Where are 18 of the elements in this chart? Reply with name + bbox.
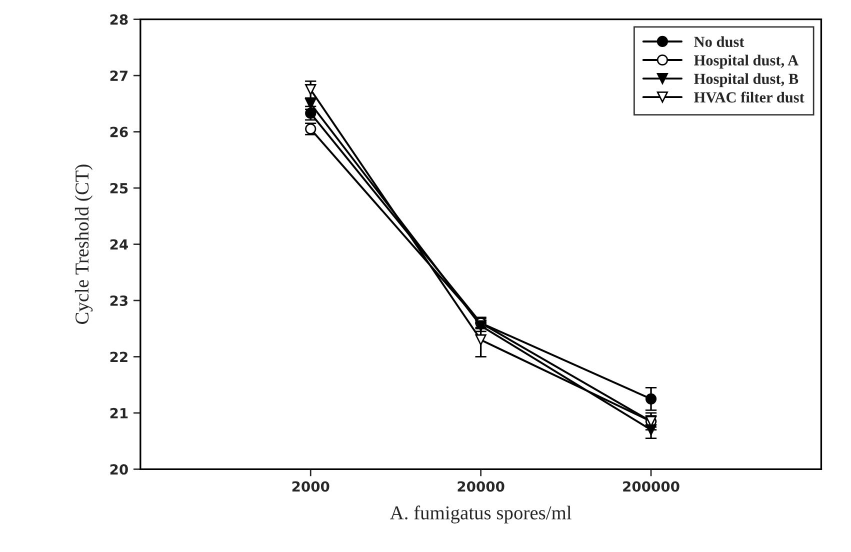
x-axis-title: A. fumigatus spores/ml [390,506,572,524]
legend-label: Hospital dust, A [694,54,799,69]
y-tick-label: 24 [110,239,128,250]
y-tick-label: 28 [110,14,128,25]
legend-label: Hospital dust, B [694,73,798,88]
y-axis-title: Cycle Treshold (CT) [74,164,93,324]
y-tick-label: 25 [110,182,128,194]
y-tick-label: 26 [110,126,128,138]
y-tick-label: 20 [110,464,128,475]
y-tick-label: 22 [110,352,128,362]
y-tick-label: 21 [110,408,128,418]
y-tick-label: 23 [110,295,128,306]
x-tick-label: 200000 [623,481,680,492]
legend-label: HVAC filter dust [694,92,804,103]
x-tick-label: 20000 [458,481,504,492]
y-tick-label: 27 [110,70,128,81]
x-tick-label: 2000 [292,481,330,492]
legend-label: No dust [694,36,744,48]
